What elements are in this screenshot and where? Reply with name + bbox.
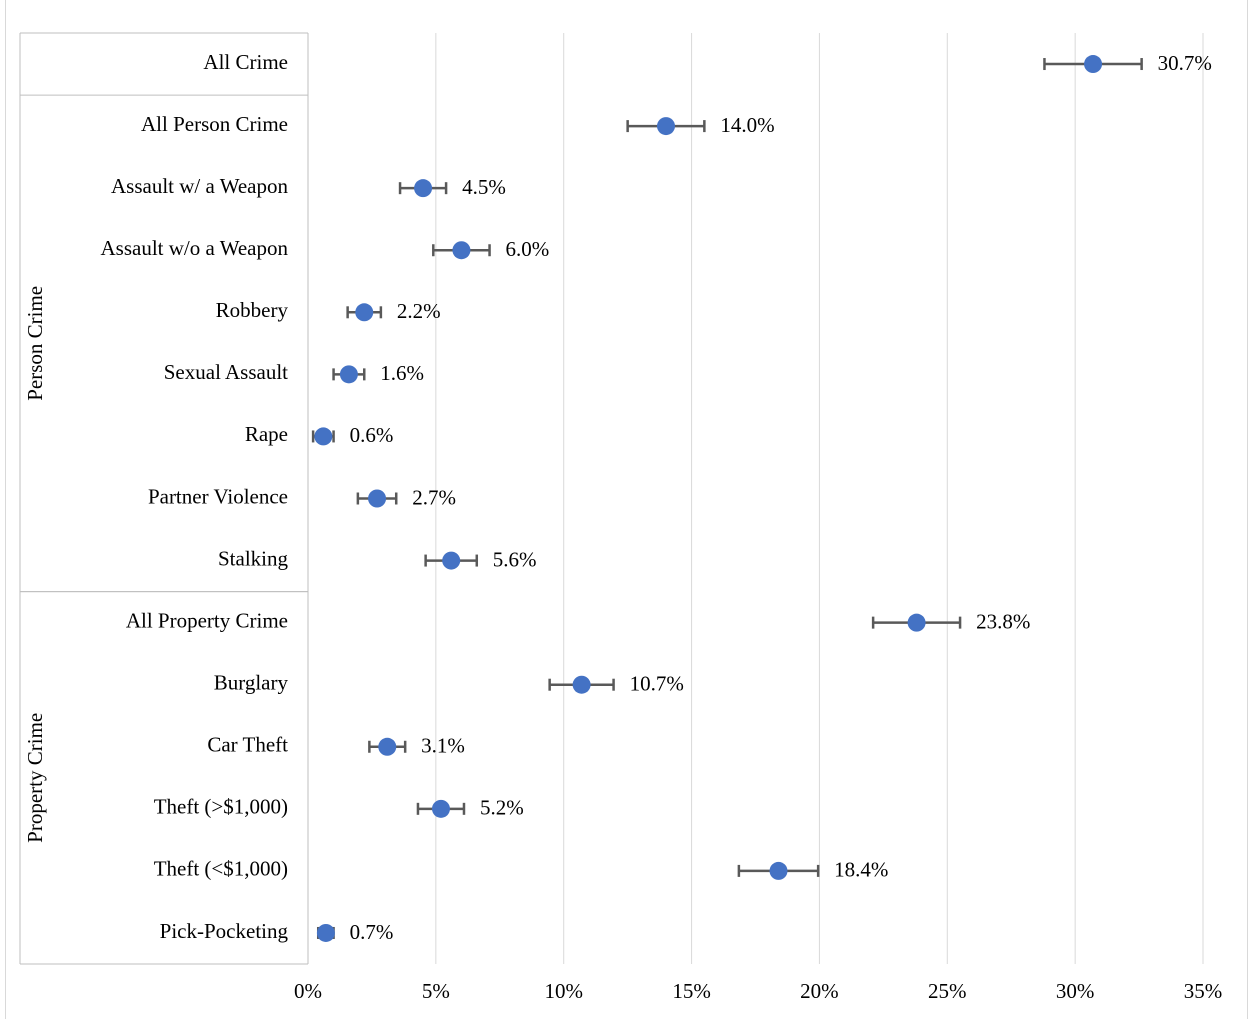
value-label: 14.0% xyxy=(720,113,774,137)
y-tick-label: All Person Crime xyxy=(141,112,288,136)
dot xyxy=(431,799,450,818)
value-label: 0.7% xyxy=(350,920,394,944)
value-label: 5.6% xyxy=(493,547,537,571)
x-tick-label: 15% xyxy=(672,979,711,1003)
dot xyxy=(657,117,675,136)
dot xyxy=(355,303,374,322)
value-label: 2.2% xyxy=(397,299,441,323)
x-tick-label: 30% xyxy=(1056,979,1095,1003)
y-tick-label: Theft (>$1,000) xyxy=(154,795,288,819)
x-tick-label: 20% xyxy=(800,979,839,1003)
y-tick-label: Theft (<$1,000) xyxy=(154,857,288,881)
y-tick-label: All Property Crime xyxy=(126,608,288,632)
value-label: 3.1% xyxy=(421,734,465,758)
value-label: 30.7% xyxy=(1158,51,1212,75)
value-label: 2.7% xyxy=(412,485,456,509)
dot xyxy=(907,613,926,632)
x-tick-label: 5% xyxy=(422,979,450,1003)
dot xyxy=(414,179,433,198)
group-label: Person Crime xyxy=(23,286,47,401)
dot xyxy=(339,365,358,384)
x-tick-label: 25% xyxy=(928,979,967,1003)
y-tick-label: Burglary xyxy=(214,671,289,695)
value-label: 6.0% xyxy=(506,237,550,261)
dot xyxy=(572,675,591,694)
value-label: 0.6% xyxy=(350,423,394,447)
value-label: 18.4% xyxy=(834,858,888,882)
y-tick-label: Car Theft xyxy=(207,733,288,757)
value-label: 1.6% xyxy=(380,361,424,385)
group-label: Property Crime xyxy=(23,713,47,843)
dot xyxy=(368,489,387,508)
dot xyxy=(452,241,471,260)
frame xyxy=(5,0,1248,1019)
y-tick-label: Assault w/o a Weapon xyxy=(101,236,289,260)
value-label: 23.8% xyxy=(976,609,1030,633)
y-tick-label: All Crime xyxy=(203,50,288,74)
dot xyxy=(316,923,335,942)
x-tick-label: 35% xyxy=(1184,979,1223,1003)
dot xyxy=(378,737,397,756)
y-tick-label: Sexual Assault xyxy=(164,360,288,384)
x-tick-label: 0% xyxy=(294,979,322,1003)
y-tick-label: Partner Violence xyxy=(148,484,288,508)
x-tick-label: 10% xyxy=(544,979,583,1003)
value-label: 4.5% xyxy=(462,175,506,199)
y-tick-label: Rape xyxy=(245,422,288,446)
dot xyxy=(314,427,333,446)
y-tick-label: Stalking xyxy=(218,546,289,570)
y-tick-label: Robbery xyxy=(216,298,289,322)
dot xyxy=(442,551,461,570)
value-label: 5.2% xyxy=(480,796,524,820)
y-tick-label: Assault w/ a Weapon xyxy=(111,174,288,198)
value-label: 10.7% xyxy=(630,672,684,696)
dot xyxy=(1084,55,1103,74)
y-tick-label: Pick-Pocketing xyxy=(160,919,289,943)
dot xyxy=(769,861,788,880)
